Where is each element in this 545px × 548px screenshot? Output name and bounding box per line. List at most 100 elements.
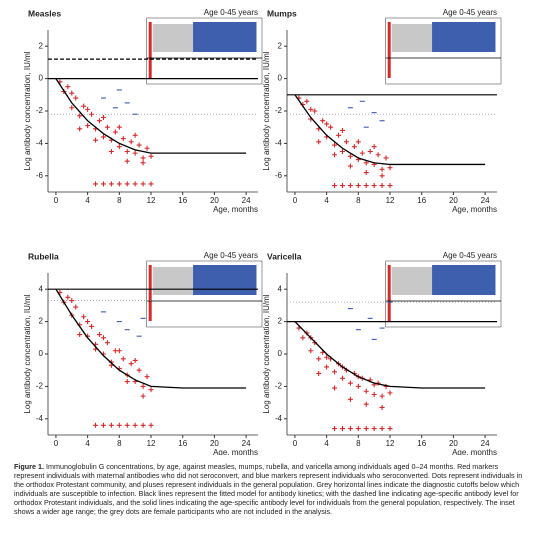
plus-marker (65, 84, 71, 90)
plus-marker (108, 149, 114, 154)
x-tick-label: 0 (54, 439, 59, 448)
plus-marker (140, 160, 146, 166)
plus-marker (332, 142, 338, 148)
plus-marker (140, 155, 146, 161)
x-tick-label: 0 (54, 196, 59, 205)
plus-marker (308, 106, 314, 112)
plus-marker (144, 145, 150, 151)
inset-grey-cloud (391, 24, 433, 52)
x-tick-label: 0 (293, 196, 298, 205)
plus-marker (124, 149, 130, 154)
inset-blue-cloud (193, 265, 257, 295)
plus-marker (104, 124, 110, 130)
plus-marker (93, 422, 99, 428)
y-tick-label: -2 (275, 382, 283, 391)
plus-marker (339, 375, 345, 381)
plus-marker (379, 393, 385, 399)
plus-marker (148, 422, 154, 428)
y-tick-label: -2 (275, 106, 283, 115)
plus-marker (100, 422, 106, 428)
x-axis-label: Age, months (213, 448, 258, 455)
plus-marker (85, 106, 91, 112)
plus-marker (128, 361, 134, 367)
y-tick-label: 0 (278, 74, 283, 83)
plus-marker (300, 335, 306, 341)
plus-marker (332, 385, 338, 391)
y-tick-label: 0 (39, 74, 44, 83)
plus-marker (347, 163, 353, 169)
plus-marker (339, 127, 345, 133)
y-tick-label: -4 (275, 139, 283, 148)
x-tick-label: 24 (242, 439, 251, 448)
y-tick-label: 2 (39, 317, 44, 326)
plus-marker (132, 150, 138, 156)
plus-marker (339, 149, 345, 154)
caption-block: Figure 1. Immunoglobulin G concentration… (14, 462, 530, 516)
plus-marker (320, 118, 326, 124)
x-tick-label: 4 (85, 439, 90, 448)
plus-marker (120, 356, 126, 362)
plus-marker (124, 181, 130, 187)
plus-marker (85, 319, 91, 325)
plus-marker (324, 121, 330, 127)
plus-marker (104, 340, 110, 346)
plus-marker (89, 111, 95, 117)
plus-marker (379, 183, 385, 189)
plus-marker (312, 108, 318, 114)
plus-marker (69, 298, 75, 304)
y-tick-label: 4 (278, 284, 283, 293)
plus-marker (116, 181, 122, 187)
inset-grey-cloud (391, 267, 433, 295)
x-tick-label: 8 (117, 439, 122, 448)
plus-marker (363, 388, 369, 394)
x-tick-label: 12 (147, 439, 156, 448)
plus-marker (371, 392, 377, 397)
plus-marker (347, 183, 353, 189)
y-tick-label: 0 (278, 349, 283, 358)
plus-marker (359, 150, 365, 156)
x-tick-label: 4 (324, 196, 329, 205)
plus-marker (77, 113, 83, 119)
panel-title: Measles (28, 8, 61, 18)
plus-marker (347, 153, 353, 159)
plus-marker (85, 123, 91, 129)
x-tick-label: 12 (386, 439, 395, 448)
y-tick-label: 2 (39, 41, 44, 50)
x-tick-label: 20 (210, 196, 219, 205)
plus-marker (148, 181, 154, 187)
plus-marker (387, 390, 393, 396)
plus-marker (69, 90, 75, 96)
plus-marker (375, 152, 381, 158)
plus-marker (387, 165, 393, 171)
fit-line (55, 78, 247, 154)
plus-marker (371, 183, 377, 189)
x-tick-label: 24 (242, 196, 251, 205)
plus-marker (116, 348, 122, 354)
plus-marker (332, 369, 338, 375)
plus-marker (363, 160, 369, 166)
plus-marker (351, 144, 357, 150)
plus-marker (140, 383, 146, 389)
fit-line (294, 94, 486, 166)
x-tick-label: 24 (481, 439, 490, 448)
x-tick-label: 4 (85, 196, 90, 205)
plus-marker (128, 139, 134, 145)
inset-label: Age 0-45 years (204, 251, 258, 260)
plus-marker (97, 332, 103, 338)
inset-label: Age 0-45 years (204, 8, 258, 17)
plus-marker (100, 335, 106, 341)
plus-marker (116, 422, 122, 428)
x-tick-label: 16 (417, 439, 426, 448)
fit-line (55, 288, 247, 389)
y-tick-label: 2 (278, 317, 283, 326)
plus-marker (355, 183, 361, 189)
y-tick-label: -4 (36, 139, 44, 148)
inset-blue-cloud (432, 22, 496, 52)
plus-marker (108, 181, 114, 187)
plus-marker (65, 294, 71, 300)
plus-marker (97, 118, 103, 124)
plus-marker (77, 126, 83, 132)
plus-marker (383, 155, 389, 161)
fit-line (294, 321, 486, 389)
